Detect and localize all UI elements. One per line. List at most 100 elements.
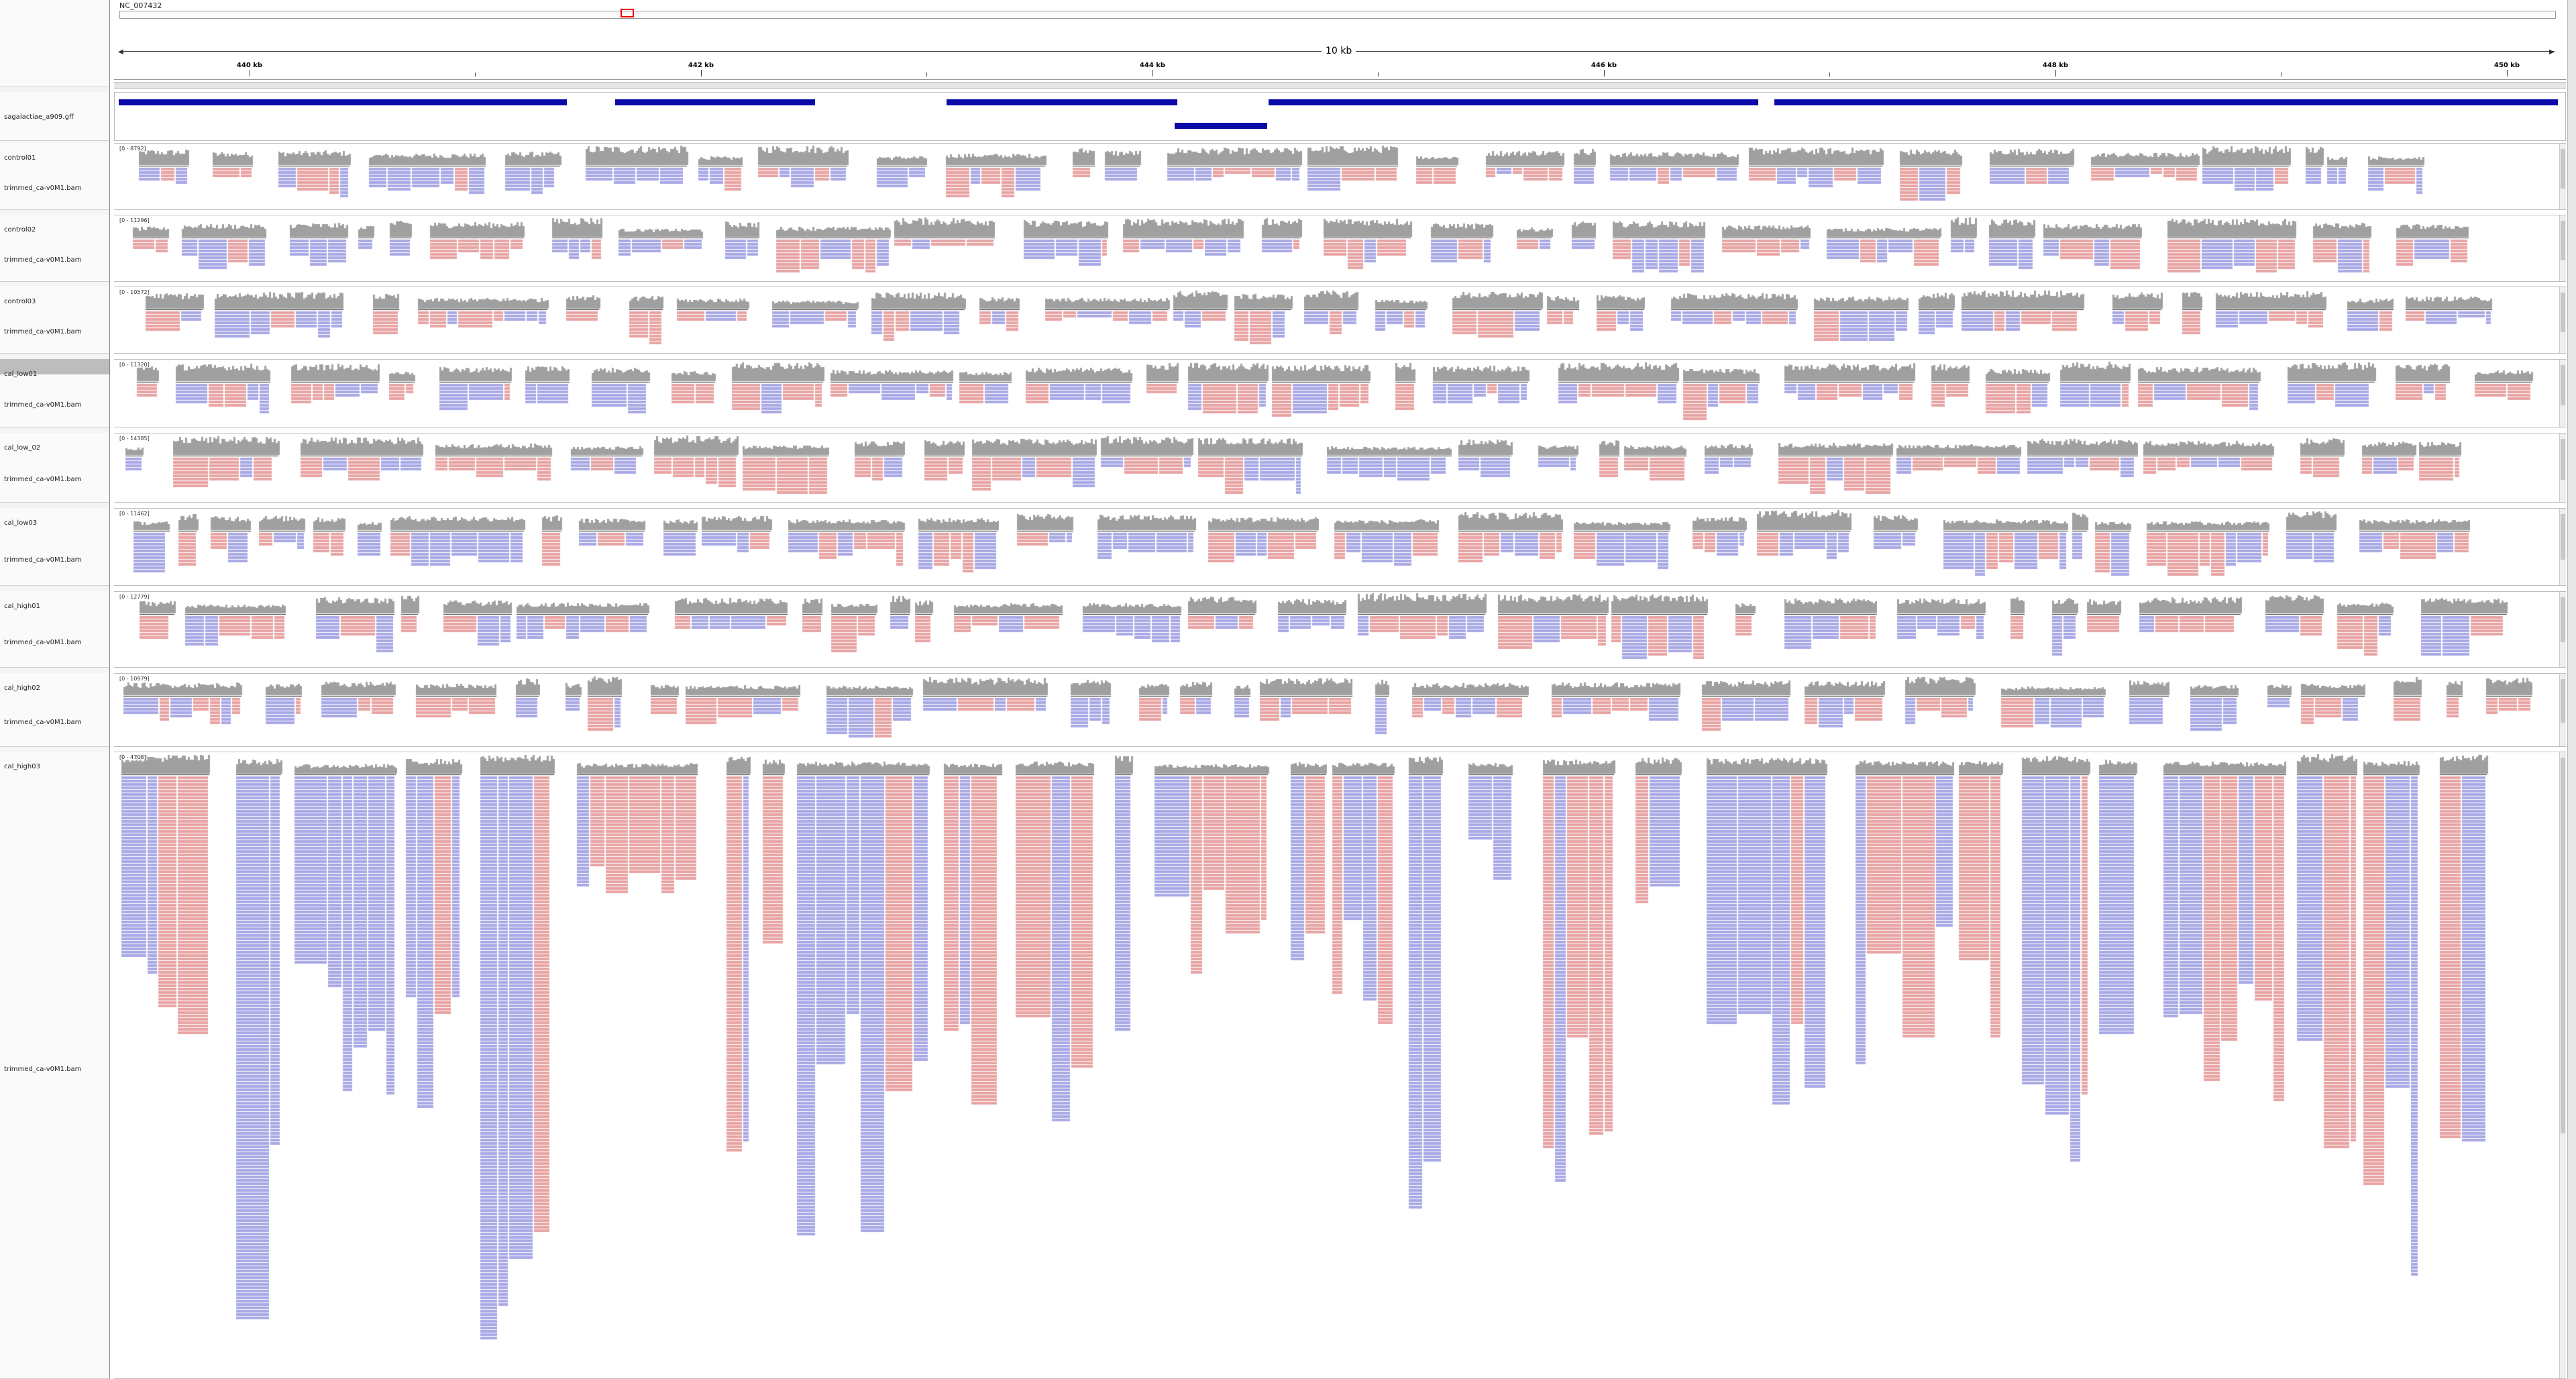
- coverage-and-reads-canvas[interactable]: [114, 592, 2559, 667]
- alignment-track-label: trimmed_ca-v0M1.bam: [4, 639, 82, 646]
- coverage-track-label: cal_low03: [4, 519, 38, 527]
- scroll-thumb[interactable]: [2561, 293, 2565, 332]
- ruler-tick: [701, 70, 702, 76]
- ruler-minor-tick: [2281, 72, 2282, 76]
- alignment-track-label: trimmed_ca-v0M1.bam: [4, 185, 82, 192]
- alignment-track[interactable]: [0 - 11462]: [114, 508, 2566, 586]
- coverage-range-label: [0 - 10572]: [118, 289, 151, 295]
- gene-feature[interactable]: [119, 99, 567, 105]
- alignment-track[interactable]: [0 - 10979]: [114, 673, 2566, 747]
- gene-feature[interactable]: [615, 99, 815, 105]
- track-scrollbar[interactable]: [2559, 674, 2566, 746]
- alignment-track-label: trimmed_ca-v0M1.bam: [4, 556, 82, 564]
- ruler-tick-label: 450 kb: [2493, 62, 2520, 69]
- gff-track-label: sagalactiae_a909.gff: [4, 113, 74, 121]
- alignment-track[interactable]: [0 - 11296]: [114, 215, 2566, 282]
- track-scrollbar[interactable]: [2559, 144, 2566, 209]
- track-scrollbar[interactable]: [2559, 433, 2566, 502]
- track-name-control03[interactable]: control03 trimmed_ca-v0M1.bam: [0, 287, 109, 354]
- gene-feature[interactable]: [947, 99, 1177, 105]
- ruler-divider: [114, 79, 2566, 80]
- ruler-tick-label: 442 kb: [688, 62, 714, 69]
- coverage-and-reads-canvas[interactable]: [114, 509, 2559, 585]
- track-name-cal-high02[interactable]: cal_high02 trimmed_ca-v0M1.bam: [0, 673, 109, 747]
- coverage-track-label: cal_high01: [4, 603, 40, 610]
- gene-feature[interactable]: [1269, 99, 1758, 105]
- track-name-cal-high03[interactable]: cal_high03 trimmed_ca-v0M1.bam: [0, 752, 109, 1379]
- coverage-and-reads-canvas[interactable]: [114, 752, 2559, 1378]
- ruler-tick: [1152, 70, 1153, 76]
- scroll-thumb[interactable]: [2561, 221, 2565, 260]
- track-scrollbar[interactable]: [2559, 509, 2566, 585]
- ruler-tick: [2055, 70, 2056, 76]
- track-scrollbar[interactable]: [2559, 752, 2566, 1378]
- track-name-cal-low01[interactable]: cal_low01 trimmed_ca-v0M1.bam: [0, 359, 109, 427]
- alignment-track-label: trimmed_ca-v0M1.bam: [4, 401, 82, 409]
- coverage-and-reads-canvas[interactable]: [114, 674, 2559, 746]
- arrow-left-icon: ◀: [118, 48, 123, 56]
- arrow-right-icon: ▶: [2549, 48, 2555, 56]
- track-name-cal-low-02[interactable]: cal_low_02 trimmed_ca-v0M1.bam: [0, 433, 109, 503]
- track-name-control01[interactable]: control01 trimmed_ca-v0M1.bam: [0, 143, 109, 210]
- alignment-track[interactable]: [0 - 8792]: [114, 143, 2566, 210]
- alignment-track-label: trimmed_ca-v0M1.bam: [4, 476, 82, 483]
- coverage-track-label: cal_high03: [4, 763, 40, 770]
- track-scrollbar[interactable]: [2559, 215, 2566, 281]
- ruler-strip: [114, 82, 2566, 89]
- current-region-locator[interactable]: [621, 9, 634, 17]
- coverage-and-reads-canvas[interactable]: [114, 433, 2559, 502]
- coverage-range-label: [0 - 11296]: [118, 217, 151, 223]
- coverage-range-label: [0 - 11320]: [118, 362, 151, 368]
- ruler-tick-label: 444 kb: [1139, 62, 1166, 69]
- track-name-control02[interactable]: control02 trimmed_ca-v0M1.bam: [0, 215, 109, 282]
- scroll-thumb[interactable]: [2561, 597, 2565, 643]
- span-label: 10 kb: [1322, 46, 1356, 56]
- ruler: NC_007432 ◀ ▶ 10 kb 440 kb 442 kb 444 kb 44…: [114, 0, 2566, 89]
- coverage-range-label: [0 - 11462]: [118, 511, 151, 517]
- scroll-thumb[interactable]: [2561, 439, 2565, 480]
- gene-feature[interactable]: [1774, 99, 2558, 105]
- gff-annotation-track[interactable]: [114, 92, 2566, 141]
- gff-name-box[interactable]: sagalactiae_a909.gff: [0, 92, 109, 141]
- coverage-and-reads-canvas[interactable]: [114, 215, 2559, 281]
- track-name-cal-high01[interactable]: cal_high01 trimmed_ca-v0M1.bam: [0, 591, 109, 668]
- chromosome-name: NC_007432: [119, 1, 162, 10]
- alignment-track-label: trimmed_ca-v0M1.bam: [4, 256, 82, 264]
- scroll-thumb[interactable]: [2561, 149, 2565, 189]
- alignment-track[interactable]: [0 - 10572]: [114, 287, 2566, 354]
- ruler-tick: [2507, 70, 2508, 76]
- gene-feature[interactable]: [1175, 123, 1267, 129]
- alignment-track[interactable]: [0 - 11320]: [114, 359, 2566, 427]
- main-scrollbar[interactable]: [2567, 0, 2576, 1379]
- coverage-and-reads-canvas[interactable]: [114, 144, 2559, 209]
- track-name-cal-low03[interactable]: cal_low03 trimmed_ca-v0M1.bam: [0, 508, 109, 586]
- alignment-track-label: trimmed_ca-v0M1.bam: [4, 1066, 82, 1073]
- alignment-track[interactable]: [0 - 4708]: [114, 752, 2566, 1379]
- data-panel: NC_007432 ◀ ▶ 10 kb 440 kb 442 kb 444 kb 44…: [114, 0, 2566, 1379]
- alignment-track[interactable]: [0 - 12779]: [114, 591, 2566, 668]
- ruler-tick-label: 440 kb: [236, 62, 263, 69]
- track-scrollbar[interactable]: [2559, 287, 2566, 353]
- scroll-thumb[interactable]: [2561, 514, 2565, 560]
- coverage-range-label: [0 - 4708]: [118, 754, 148, 760]
- coverage-and-reads-canvas[interactable]: [114, 360, 2559, 427]
- coverage-track-label: cal_high02: [4, 684, 40, 692]
- coverage-range-label: [0 - 8792]: [118, 146, 148, 152]
- scroll-thumb[interactable]: [2561, 758, 2565, 1133]
- track-name-panel: sagalactiae_a909.gff control01 trimmed_ca…: [0, 0, 110, 1379]
- track-scrollbar[interactable]: [2559, 592, 2566, 667]
- track-scrollbar[interactable]: [2559, 360, 2566, 427]
- chromosome-ideogram[interactable]: [119, 11, 2556, 19]
- scroll-thumb[interactable]: [2561, 365, 2565, 405]
- coverage-track-label: control01: [4, 154, 36, 162]
- ruler-minor-tick: [1378, 72, 1379, 76]
- ruler-minor-tick: [1829, 72, 1830, 76]
- scroll-thumb[interactable]: [2561, 679, 2565, 723]
- alignment-track-label: trimmed_ca-v0M1.bam: [4, 328, 82, 336]
- ruler-tick: [1604, 70, 1605, 76]
- coverage-range-label: [0 - 14385]: [118, 436, 151, 442]
- ruler-tick-label: 446 kb: [1591, 62, 1617, 69]
- coverage-and-reads-canvas[interactable]: [114, 287, 2559, 353]
- ruler-tick-label: 448 kb: [2042, 62, 2069, 69]
- alignment-track[interactable]: [0 - 14385]: [114, 433, 2566, 503]
